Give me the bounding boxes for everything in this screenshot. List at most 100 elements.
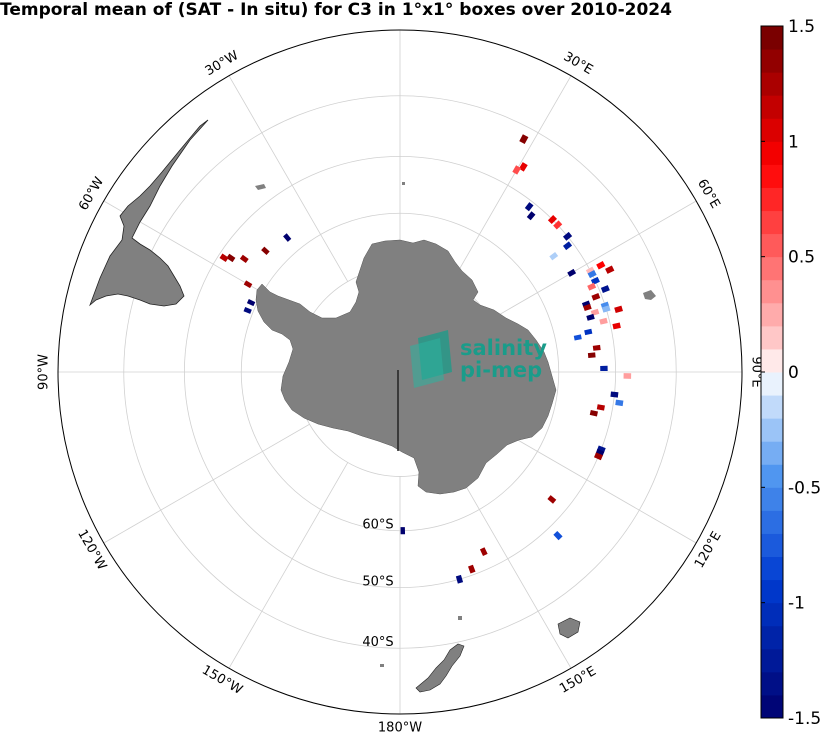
colorbar-tick-label: 1.5	[788, 17, 815, 37]
longitude-label: 90°E	[749, 356, 764, 387]
data-cell	[583, 303, 592, 312]
data-cell	[524, 202, 534, 212]
meridian-line	[451, 75, 572, 282]
data-cell	[584, 328, 593, 336]
data-cell	[623, 373, 632, 379]
colorbar-swatch	[761, 671, 783, 696]
colorbar-swatch	[761, 348, 783, 373]
data-cell	[610, 391, 619, 398]
meridian-line	[451, 462, 572, 669]
data-cell	[596, 260, 606, 270]
colorbar-swatch	[761, 233, 783, 258]
colorbar-swatch	[761, 418, 783, 442]
colorbar-swatch	[761, 72, 783, 96]
data-cell	[283, 233, 292, 242]
data-cell	[612, 322, 621, 330]
data-cell	[573, 334, 582, 341]
graticule	[58, 30, 742, 714]
data-cell	[601, 305, 611, 313]
data-cell	[600, 285, 610, 293]
meridian-line	[490, 423, 697, 544]
latitude-label: 40°S	[362, 635, 393, 650]
data-cell	[590, 308, 600, 316]
data-cell	[614, 305, 623, 314]
meridian-line	[490, 200, 697, 321]
colorbar-swatch	[761, 648, 783, 673]
data-cell	[587, 282, 597, 291]
data-cell	[468, 564, 476, 574]
kerguelen-island	[643, 290, 656, 300]
data-cell	[587, 352, 596, 358]
colorbar-tick-label: 1	[788, 132, 799, 152]
bouvet-island	[402, 182, 405, 185]
new-zealand-landmass	[415, 643, 465, 693]
data-cell	[586, 313, 595, 321]
data-cell	[593, 452, 603, 461]
south-georgia-island	[255, 184, 266, 190]
colorbar-swatch	[761, 26, 783, 50]
colorbar-tick-label: 0.5	[788, 248, 815, 268]
colorbar-swatch	[761, 510, 783, 534]
tasmania-landmass	[557, 617, 581, 639]
data-cell	[562, 231, 573, 241]
data-cell	[567, 268, 577, 277]
colorbar-swatch	[761, 372, 783, 396]
colorbar-swatch	[761, 279, 783, 304]
data-cell	[455, 574, 464, 584]
data-cell	[243, 307, 252, 314]
colorbar-swatch	[761, 164, 783, 188]
watermark-line2: pi-mep	[460, 358, 542, 382]
colorbar-swatch	[761, 625, 783, 650]
data-cell	[518, 162, 528, 172]
data-cell	[599, 317, 608, 325]
antarctica-landmass	[255, 239, 557, 495]
data-cell	[589, 410, 598, 417]
data-cell	[592, 344, 601, 351]
longitude-label: 90°W	[37, 354, 52, 390]
data-cell	[605, 265, 615, 274]
colorbar-swatch	[761, 256, 783, 281]
data-cells	[219, 134, 632, 584]
meridian-line	[103, 423, 310, 544]
small-island-south	[380, 664, 384, 667]
colorbar-tick-label: -1	[788, 594, 805, 614]
colorbar-swatch	[761, 49, 783, 73]
pimep-logo-mark-front	[410, 338, 444, 388]
latitude-label: 60°S	[362, 518, 393, 533]
meridian-line	[228, 75, 349, 282]
colorbar: 1.5 1 0.5 0 -0.5 -1 -1.5	[760, 17, 821, 729]
colorbar-tick-label: -1.5	[788, 709, 821, 729]
data-cell	[239, 254, 249, 264]
latitude-labels: 60°S 50°S 40°S	[362, 518, 393, 650]
data-cell	[600, 365, 608, 372]
colorbar-swatch	[761, 187, 783, 212]
data-cell	[553, 530, 563, 541]
colorbar-swatch	[761, 118, 783, 142]
data-cell	[553, 220, 563, 230]
data-cell	[596, 404, 605, 411]
data-cell	[587, 270, 597, 279]
colorbar-tick-label: -0.5	[788, 478, 821, 498]
data-cell	[226, 253, 236, 263]
watermark: salinity pi-mep	[410, 330, 547, 388]
colorbar-swatch	[761, 95, 783, 119]
colorbar-swatch	[761, 694, 783, 719]
data-cell	[547, 495, 557, 504]
south-america-landmass	[89, 119, 209, 307]
map-title: Temporal mean of (SAT - In situ) for C3 …	[0, 0, 672, 20]
colorbar-swatch	[761, 556, 783, 581]
data-cell	[400, 527, 406, 535]
data-cell	[591, 293, 601, 301]
data-cell	[562, 241, 573, 251]
watermark-line1: salinity	[460, 336, 547, 360]
data-cell	[590, 276, 600, 285]
data-cell	[512, 165, 522, 175]
colorbar-swatch	[761, 395, 783, 419]
data-cell	[243, 280, 253, 289]
data-cell	[615, 399, 624, 407]
data-cell	[549, 251, 559, 261]
longitude-label: 180°W	[378, 721, 422, 736]
landmasses	[89, 119, 656, 693]
map-border	[57, 29, 743, 715]
colorbar-swatch	[761, 141, 783, 165]
